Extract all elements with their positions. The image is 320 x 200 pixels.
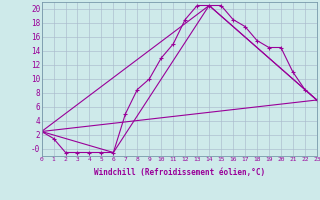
X-axis label: Windchill (Refroidissement éolien,°C): Windchill (Refroidissement éolien,°C) [94, 168, 265, 177]
